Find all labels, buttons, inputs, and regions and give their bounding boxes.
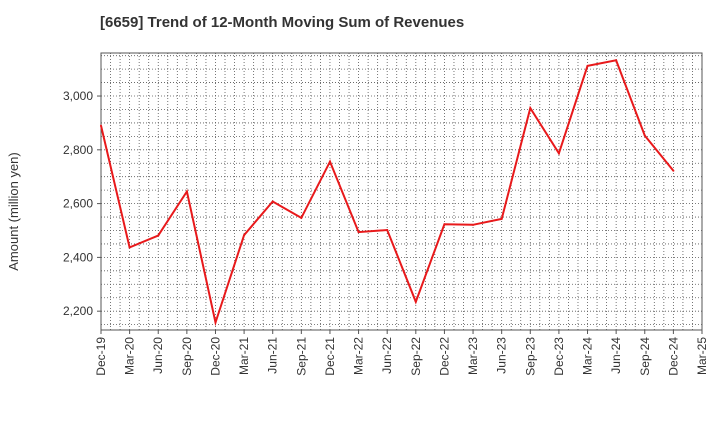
x-tick-label: Dec-22 xyxy=(437,337,451,376)
x-tick-label: Dec-19 xyxy=(94,337,108,376)
data-point xyxy=(643,134,646,137)
chart-title: [6659] Trend of 12-Month Moving Sum of R… xyxy=(100,14,465,31)
x-tick-label: Dec-20 xyxy=(208,337,222,376)
x-tick-label: Sep-23 xyxy=(523,337,537,376)
y-axis-label: Amount (million yen) xyxy=(6,152,21,271)
y-axis-ticks: 2,200 2,400 2,600 2,800 3,000 xyxy=(63,89,101,318)
x-tick-label: Jun-20 xyxy=(151,337,165,374)
x-tick-label: Sep-22 xyxy=(409,337,423,376)
data-point xyxy=(157,234,160,237)
data-point xyxy=(529,107,532,110)
x-tick-label: Mar-23 xyxy=(466,337,480,375)
x-tick-label: Sep-24 xyxy=(638,337,652,376)
x-tick-label: Mar-20 xyxy=(123,337,137,375)
data-point xyxy=(472,223,475,226)
x-tick-label: Mar-24 xyxy=(581,337,595,375)
data-point xyxy=(386,228,389,231)
data-point xyxy=(128,246,131,249)
data-point xyxy=(185,190,188,193)
x-tick-label: Jun-22 xyxy=(380,337,394,374)
data-point xyxy=(557,152,560,155)
x-tick-label: Mar-22 xyxy=(352,337,366,375)
data-point xyxy=(357,231,360,234)
x-tick-label: Dec-21 xyxy=(323,337,337,376)
y-tick-label: 2,400 xyxy=(63,250,93,264)
data-point xyxy=(328,160,331,163)
y-tick-label: 2,200 xyxy=(63,304,93,318)
x-tick-label: Jun-23 xyxy=(495,337,509,374)
x-tick-label: Dec-24 xyxy=(666,337,680,376)
data-point xyxy=(672,169,675,172)
data-point xyxy=(500,217,503,220)
data-point xyxy=(271,200,274,203)
x-tick-label: Jun-24 xyxy=(609,337,623,374)
x-tick-label: Mar-21 xyxy=(237,337,251,375)
data-point xyxy=(214,321,217,324)
data-point xyxy=(243,234,246,237)
x-tick-label: Sep-21 xyxy=(294,337,308,376)
data-point xyxy=(586,64,589,67)
grid-lines xyxy=(101,53,702,330)
data-point xyxy=(414,300,417,303)
x-tick-label: Dec-23 xyxy=(552,337,566,376)
y-tick-label: 2,800 xyxy=(63,143,93,157)
y-tick-label: 2,600 xyxy=(63,197,93,211)
data-point xyxy=(100,124,102,127)
x-tick-label: Mar-25 xyxy=(695,337,709,375)
y-tick-label: 3,000 xyxy=(63,89,93,103)
data-point xyxy=(443,223,446,226)
x-tick-label: Jun-21 xyxy=(266,337,280,374)
plot-area-border xyxy=(100,52,703,331)
series-layer xyxy=(100,59,675,327)
x-tick-label: Sep-20 xyxy=(180,337,194,376)
data-point xyxy=(300,216,303,219)
data-point xyxy=(615,59,618,62)
x-axis-ticks: Dec-19 Mar-20 Jun-20 Sep-20 Dec-20 Mar-21 Jun-… xyxy=(94,330,709,376)
